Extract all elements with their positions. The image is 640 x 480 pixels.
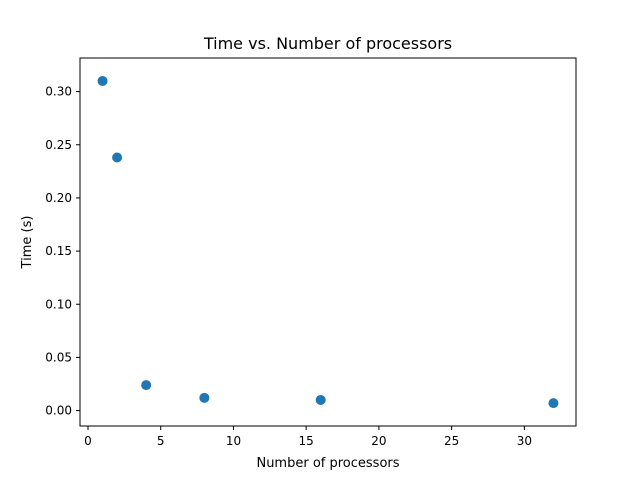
data-point: [112, 152, 123, 163]
data-point: [141, 380, 152, 391]
x-tick-label: 10: [226, 434, 241, 448]
y-tick-label: 0.05: [45, 350, 72, 364]
chart-title: Time vs. Number of processors: [203, 34, 452, 53]
x-axis-ticks: 0 5 10 15 20 25 30: [84, 426, 532, 448]
x-tick-label: 30: [517, 434, 532, 448]
x-tick-label: 20: [371, 434, 386, 448]
y-tick-label: 0.00: [45, 404, 72, 418]
data-points: [97, 75, 559, 409]
y-axis-label: Time (s): [20, 216, 35, 270]
plot-frame: [79, 57, 577, 427]
y-axis-ticks: 0.00 0.05 0.10 0.15 0.20 0.25 0.30: [45, 85, 80, 418]
y-tick-label: 0.15: [45, 244, 72, 258]
data-point: [199, 392, 210, 403]
y-tick-label: 0.20: [45, 191, 72, 205]
data-point: [315, 394, 326, 405]
x-tick-label: 0: [84, 434, 92, 448]
x-axis-label: Number of processors: [256, 456, 399, 471]
data-point: [97, 75, 108, 86]
x-tick-label: 15: [299, 434, 314, 448]
x-tick-label: 25: [444, 434, 459, 448]
x-tick-label: 5: [157, 434, 165, 448]
y-tick-label: 0.25: [45, 138, 72, 152]
data-point: [548, 398, 559, 409]
y-tick-label: 0.30: [45, 85, 72, 99]
y-tick-label: 0.10: [45, 297, 72, 311]
